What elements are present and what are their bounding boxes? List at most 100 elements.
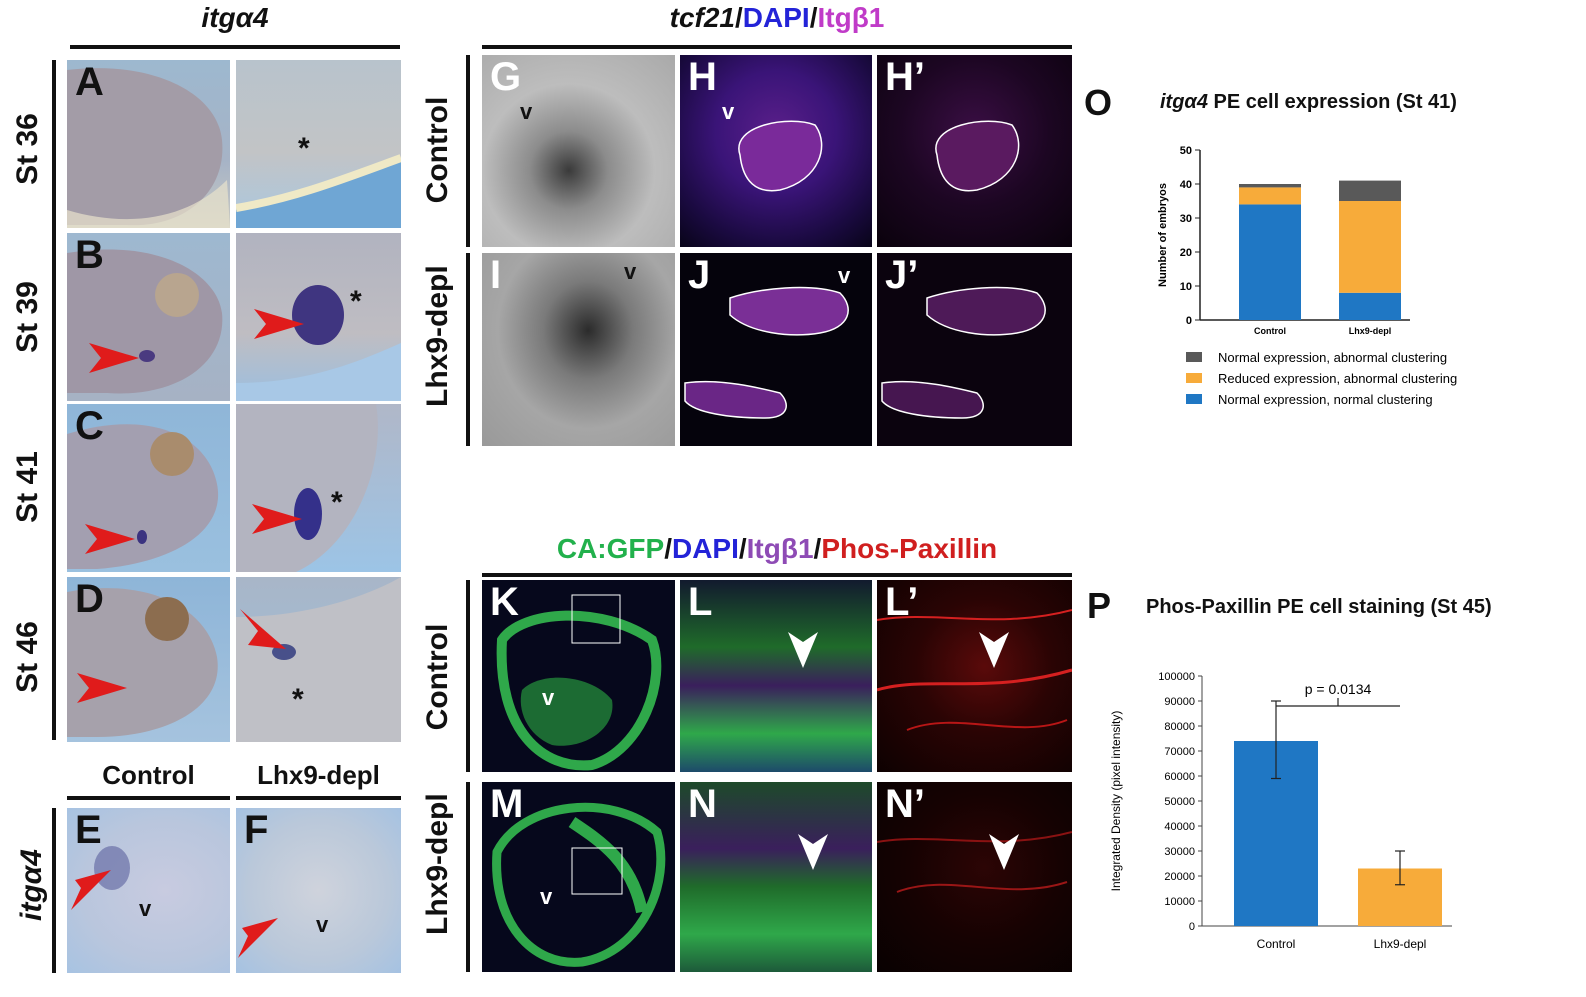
chart-o-ytick-label: 40 bbox=[1180, 179, 1192, 191]
panel-m: M v bbox=[482, 782, 675, 972]
header-itgb1-2: Itgβ1 bbox=[746, 533, 814, 564]
panel-l-prime: L’ bbox=[877, 580, 1072, 772]
row-label-control-top: Control bbox=[421, 96, 454, 204]
rule-lhx9-ef bbox=[236, 796, 401, 800]
chart-p-ytick-label: 40000 bbox=[1164, 821, 1195, 833]
header-slash-5: / bbox=[813, 533, 822, 564]
chart-o-bar-segment bbox=[1339, 180, 1401, 201]
asterisk-b: * bbox=[350, 285, 362, 318]
panel-label-l-prime: L’ bbox=[885, 580, 919, 624]
header-phos-paxillin: Phos-Paxillin bbox=[821, 533, 998, 564]
chart-p-ytick-label: 80000 bbox=[1164, 721, 1195, 733]
chart-o-title-rest: PE cell expression (St 41) bbox=[1207, 91, 1457, 113]
chart-o-bar-segment bbox=[1339, 201, 1401, 293]
asterisk-c: * bbox=[331, 486, 343, 519]
panel-b: B bbox=[67, 233, 230, 401]
chart-p-svg: 0 10000 20000 30000 40000 50000 60000 70000 8000… bbox=[1109, 671, 1452, 951]
red-arrowhead-e bbox=[71, 870, 111, 910]
panel-j-prime: J’ bbox=[877, 253, 1072, 446]
panel-n-prime: N’ bbox=[877, 782, 1072, 972]
chart-o-letter: O bbox=[1084, 82, 1113, 123]
chart-o-legend-label: Normal expression, normal clustering bbox=[1218, 392, 1433, 407]
chart-p-p-value: p = 0.0134 bbox=[1305, 681, 1372, 697]
chart-o-legend-swatch bbox=[1186, 394, 1202, 404]
chart-p-xtick-label: Control bbox=[1257, 937, 1296, 951]
panel-d: D bbox=[67, 577, 230, 742]
panel-label-j: J bbox=[688, 253, 711, 297]
panel-label-f: F bbox=[244, 808, 269, 852]
v-marker-h: v bbox=[722, 99, 735, 124]
panel-label-c: C bbox=[75, 404, 104, 448]
header-cagfp: CA:GFP bbox=[556, 533, 665, 564]
chart-o-ytick-label: 0 bbox=[1186, 315, 1192, 327]
asterisk-a: * bbox=[298, 132, 310, 165]
header-slash-3: / bbox=[664, 533, 672, 564]
header-dapi-2: DAPI bbox=[671, 533, 739, 564]
panel-label-e: E bbox=[75, 808, 102, 852]
chart-o-bar-segment bbox=[1239, 184, 1301, 188]
white-arrowhead-l-prime bbox=[979, 632, 1009, 668]
chart-o-svg: 0 10 20 30 40 50 Number of embryos Control Lhx9-… bbox=[1157, 145, 1457, 407]
chart-p-ytick-label: 90000 bbox=[1164, 696, 1195, 708]
embryo-image-b-zoom bbox=[236, 285, 401, 401]
panel-f: F v bbox=[236, 808, 401, 973]
left-row-rule bbox=[52, 60, 56, 740]
panel-label-a: A bbox=[75, 60, 104, 104]
panel-c: C bbox=[67, 404, 230, 572]
tissue-image-e bbox=[94, 846, 130, 890]
lhx9-row-rule-bottom bbox=[466, 782, 470, 972]
header-tcf21: tcf21 bbox=[669, 2, 736, 33]
v-marker-j: v bbox=[838, 263, 851, 288]
ef-row-rule bbox=[52, 808, 56, 973]
network-l-prime bbox=[877, 609, 1072, 731]
panel-label-g: G bbox=[490, 55, 522, 99]
middle-bottom-header-rule bbox=[482, 573, 1072, 577]
v-marker-k: v bbox=[542, 685, 555, 710]
left-gene-header: itgα4 bbox=[201, 2, 269, 33]
heart-section-m bbox=[492, 802, 666, 967]
row-label-lhx9-top: Lhx9-depl bbox=[421, 265, 454, 407]
panel-j: J v bbox=[680, 253, 872, 446]
rule-control-ef bbox=[67, 796, 230, 800]
chart-p-ytick-label: 30000 bbox=[1164, 846, 1195, 858]
panel-label-n-prime: N’ bbox=[885, 782, 925, 826]
chart-p-ylabel: Integrated Density (pixel intensity) bbox=[1109, 711, 1123, 892]
red-arrowhead-f bbox=[238, 918, 278, 958]
chart-o-legend-swatch bbox=[1186, 352, 1202, 362]
outline-h-prime bbox=[935, 120, 1020, 192]
chart-p-ytick-label: 20000 bbox=[1164, 871, 1195, 883]
chart-p-ytick-label: 50000 bbox=[1164, 796, 1195, 808]
chart-o-ylabel: Number of embryos bbox=[1157, 183, 1169, 287]
chart-o-bar-segment bbox=[1239, 204, 1301, 320]
embryo-image-d bbox=[67, 588, 218, 737]
panel-label-l: L bbox=[688, 580, 713, 624]
chart-p-ytick-label: 70000 bbox=[1164, 746, 1195, 758]
panel-l: L bbox=[680, 580, 872, 772]
v-marker-f: v bbox=[316, 912, 329, 937]
chart-o-ytick-label: 30 bbox=[1180, 213, 1192, 225]
control-row-rule-bottom bbox=[466, 580, 470, 772]
panel-i: I v bbox=[482, 253, 675, 446]
panel-label-i: I bbox=[490, 253, 502, 297]
chart-o-xtick-label: Lhx9-depl bbox=[1349, 326, 1392, 336]
panel-label-j-prime: J’ bbox=[885, 253, 919, 297]
panel-label-h-prime: H’ bbox=[885, 55, 925, 99]
lhx9-row-rule-top bbox=[466, 253, 470, 446]
panel-a-zoom: * bbox=[236, 60, 401, 228]
panel-label-n: N bbox=[688, 782, 717, 826]
embryo-image-a bbox=[67, 68, 230, 228]
row-label-st41: St 41 bbox=[11, 451, 44, 523]
row-label-st46: St 46 bbox=[11, 621, 44, 693]
chart-p-ytick-label: 60000 bbox=[1164, 771, 1195, 783]
red-arrowhead-b bbox=[89, 343, 139, 373]
panel-label-k: K bbox=[490, 580, 519, 624]
header-itgb1: Itgβ1 bbox=[817, 2, 885, 33]
header-dapi: DAPI bbox=[742, 2, 810, 33]
v-marker-g: v bbox=[520, 99, 533, 124]
panel-g: G v bbox=[482, 55, 675, 247]
header-slash-1: / bbox=[735, 2, 743, 33]
middle-top-header-rule bbox=[482, 45, 1072, 49]
panel-a: A bbox=[67, 60, 230, 228]
red-arrowhead-d bbox=[77, 673, 127, 703]
panel-n: N bbox=[680, 782, 872, 972]
